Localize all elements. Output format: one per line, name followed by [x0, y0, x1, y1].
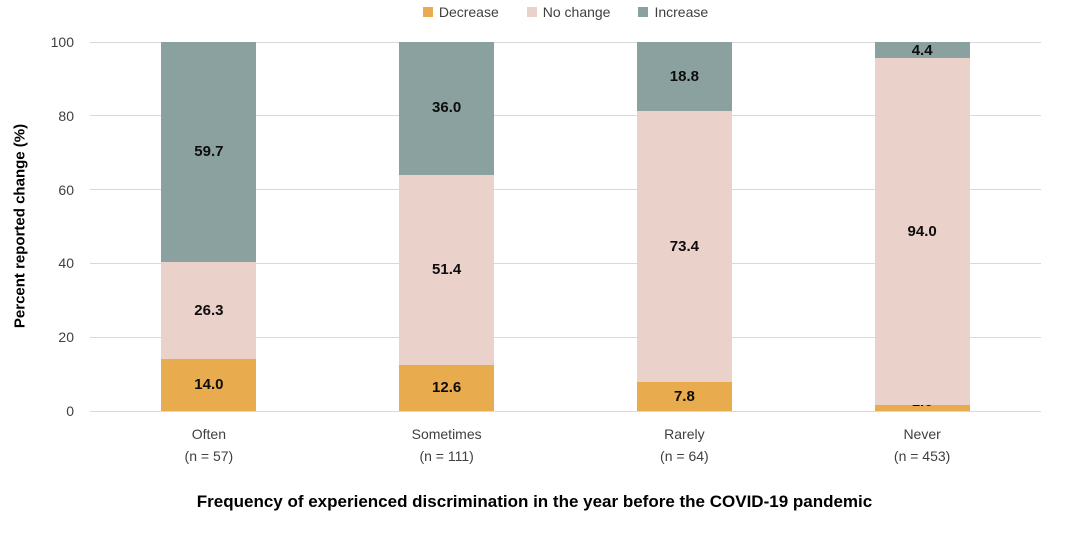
bar-segment-decrease — [636, 382, 732, 411]
x-axis-title: Frequency of experienced discrimination … — [196, 492, 873, 511]
category-sample-size: (n = 111) — [419, 448, 474, 464]
segment-value-label: 36.0 — [432, 99, 462, 117]
legend-swatch-icon — [422, 7, 433, 17]
segment-value-label: 4.4 — [911, 42, 933, 59]
bar-rarely: 7.8 73.4 18.8 — [636, 42, 732, 411]
segment-value-label: 73.4 — [669, 237, 699, 255]
legend-label: Increase — [654, 4, 709, 20]
legend-label: No change — [542, 4, 611, 20]
bar-segment-increase — [874, 42, 970, 59]
bar-segment-no-change — [161, 262, 257, 360]
bar-segment-no-change — [874, 58, 970, 406]
gridline — [90, 41, 1041, 43]
bar-segment-increase — [399, 42, 495, 175]
gridline — [90, 115, 1041, 117]
plot-area: 14.026.359.712.651.436.07.873.418.81.694… — [90, 41, 1041, 412]
category-label-sometimes: Sometimes (n = 111) — [337, 423, 557, 467]
legend-swatch-icon — [638, 7, 649, 17]
segment-value-label: 12.6 — [432, 378, 462, 396]
category-name: Sometimes — [411, 426, 482, 442]
bar-segment-decrease — [161, 359, 257, 411]
category-name: Rarely — [664, 426, 705, 442]
segment-value-label: 7.8 — [673, 387, 695, 405]
segment-value-label: 26.3 — [194, 301, 224, 319]
segment-value-label: 18.8 — [669, 67, 699, 85]
bar-segment-no-change — [636, 111, 732, 383]
y-tick-label: 40 — [58, 255, 74, 272]
category-sample-size: (n = 64) — [660, 448, 709, 464]
gridline — [90, 336, 1041, 338]
segment-value-label: 14.0 — [194, 376, 224, 394]
y-tick-label: 60 — [58, 181, 74, 198]
legend-swatch-icon — [526, 7, 537, 17]
bar-segment-decrease — [399, 364, 495, 411]
segment-value-label: 94.0 — [907, 222, 937, 240]
legend-item: No change — [526, 4, 611, 20]
category-label-never: Never (n = 453) — [812, 423, 1032, 467]
bar-segment-decrease — [874, 405, 970, 411]
bar-often: 14.0 26.3 59.7 — [161, 42, 257, 411]
legend-item: Increase — [638, 4, 708, 20]
legend: Decrease No change Increase — [90, 4, 1041, 20]
category-sample-size: (n = 57) — [184, 448, 234, 464]
gridline — [90, 189, 1041, 191]
bar-never: 1.694.04.4 — [874, 42, 970, 411]
category-label-often: Often (n = 57) — [99, 423, 319, 467]
bar-segment-no-change — [399, 174, 495, 365]
category-name: Often — [191, 426, 226, 442]
y-tick-label: 20 — [58, 329, 74, 346]
segment-value-label: 51.4 — [432, 260, 462, 278]
category-label-rarely: Rarely (n = 64) — [574, 423, 794, 467]
legend-label: Decrease — [438, 4, 499, 20]
category-sample-size: (n = 453) — [893, 448, 951, 464]
bar-segment-increase — [161, 42, 257, 263]
bar-sometimes: 12.6 51.4 36.0 — [399, 42, 495, 411]
y-axis-title: Percent reported change (%) — [11, 123, 29, 329]
segment-value-label: 59.7 — [194, 143, 224, 161]
bar-segment-increase — [636, 42, 732, 112]
y-tick-label: 0 — [66, 403, 74, 419]
y-tick-label: 80 — [58, 107, 74, 124]
gridline — [90, 410, 1041, 412]
category-name: Never — [903, 426, 941, 442]
y-tick-label: 100 — [50, 34, 74, 50]
legend-item: Decrease — [422, 4, 499, 20]
gridline — [90, 262, 1041, 264]
